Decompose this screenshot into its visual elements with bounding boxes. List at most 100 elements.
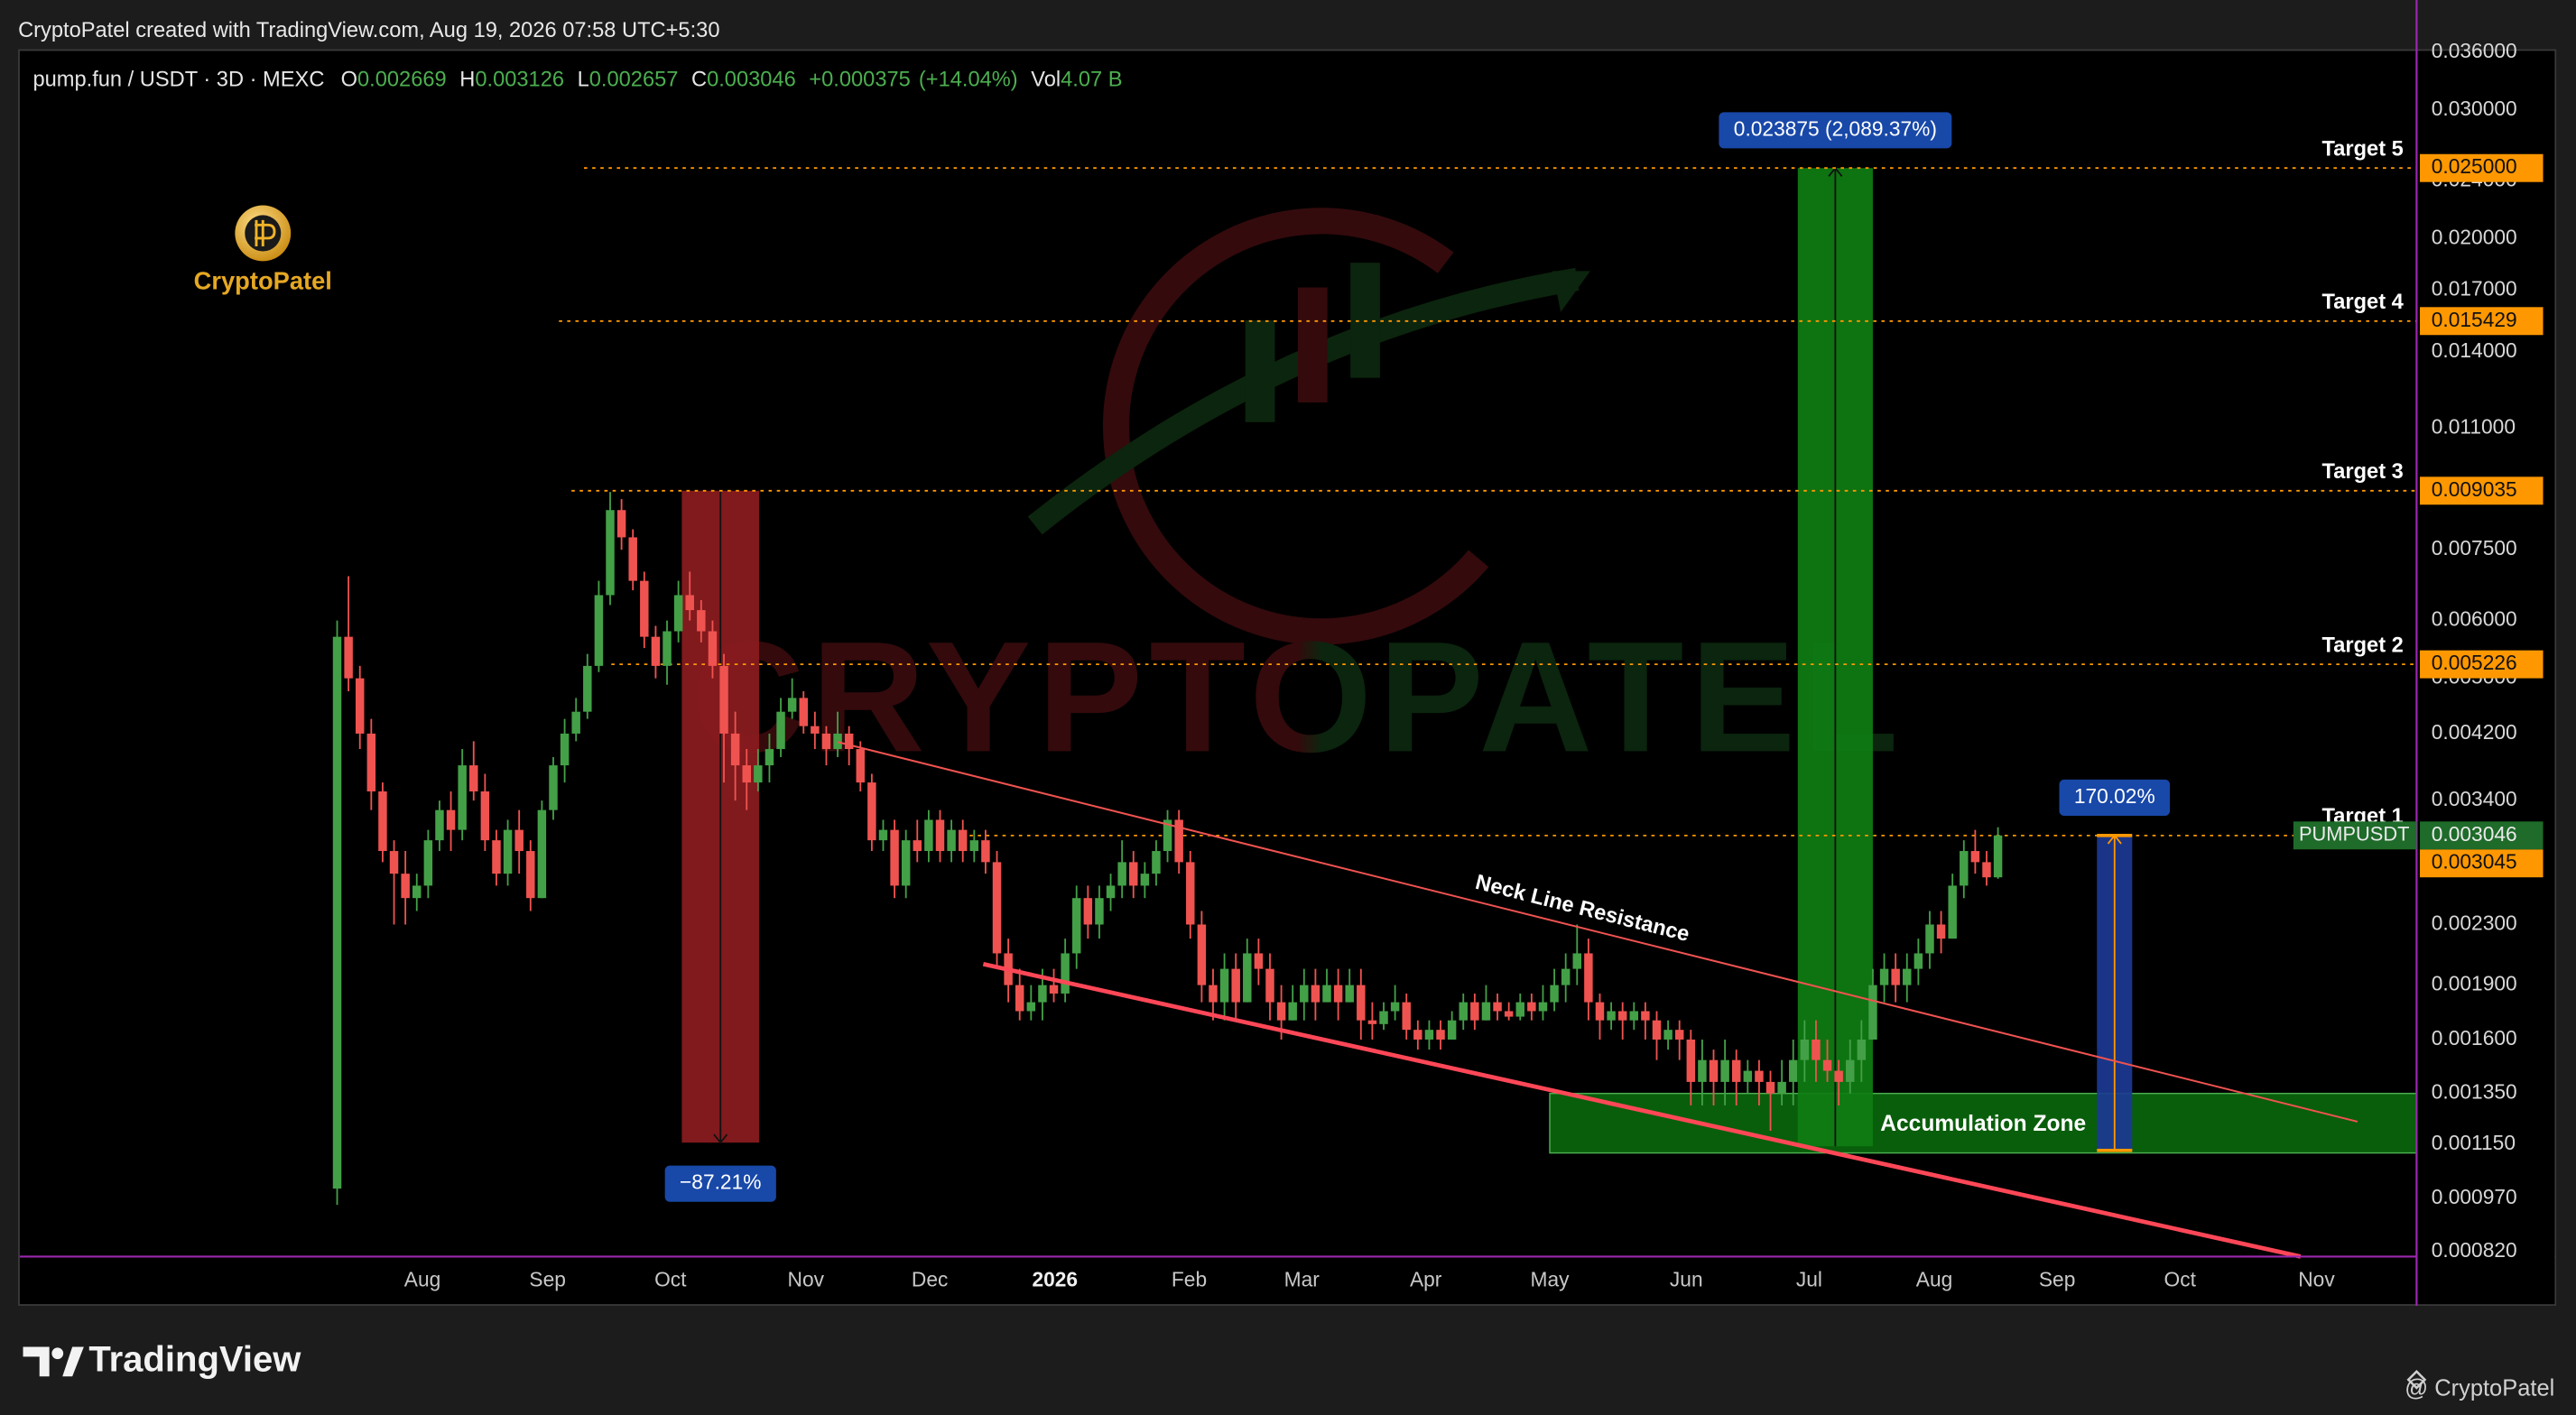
candle-body	[1960, 851, 1969, 886]
candle-body	[1265, 968, 1274, 1003]
candle-body	[1413, 1030, 1422, 1040]
legend-item: 0.002657	[589, 68, 679, 91]
legend-item: 4.07 B	[1061, 68, 1122, 91]
candle-body	[935, 819, 945, 852]
candle-body	[1163, 819, 1172, 852]
candle-body	[1174, 819, 1183, 863]
x-tick-label: Sep	[529, 1268, 565, 1291]
candle-body	[1982, 862, 1991, 878]
candle-body	[1731, 1059, 1741, 1082]
measure-label-bg	[2059, 779, 2171, 816]
candle-body	[356, 678, 365, 734]
candle-body	[1390, 1002, 1400, 1012]
candle-body	[1345, 985, 1354, 1003]
x-tick-label: 2026	[1032, 1268, 1078, 1291]
candle-body	[332, 636, 342, 1189]
author-icon	[2406, 1369, 2427, 1390]
measure-label: 0.023875 (2,089.37%)	[1734, 116, 1937, 140]
price-badge-text: 0.003046	[2432, 822, 2517, 846]
candle-body	[1459, 1002, 1468, 1021]
candle-body	[1879, 968, 1889, 985]
measure-label: 170.02%	[2074, 784, 2155, 808]
candle-body	[583, 665, 592, 712]
candle-body	[764, 749, 774, 766]
candle-body	[1424, 1030, 1434, 1040]
candle-body	[1674, 1030, 1684, 1040]
candle-body	[1948, 885, 1957, 939]
y-tick-label: 0.003400	[2432, 787, 2517, 810]
candle-body	[776, 711, 785, 750]
target-badge-text: 0.005226	[2432, 651, 2517, 674]
y-tick-label: 0.004200	[2432, 720, 2517, 744]
x-tick-label: Dec	[912, 1268, 948, 1291]
candle-body	[1812, 1039, 1821, 1060]
candle-body	[856, 749, 866, 783]
legend-item: (+14.04%)	[919, 68, 1018, 91]
candle-body	[1436, 1030, 1445, 1040]
footer-icon	[23, 1346, 50, 1377]
watermark-arc	[1103, 208, 1489, 645]
trendline	[837, 741, 2358, 1123]
candle-body	[1129, 862, 1138, 886]
candle-body	[549, 765, 558, 810]
candle-body	[1652, 1020, 1662, 1040]
x-tick-label: Nov	[2298, 1268, 2335, 1291]
candle-body	[344, 636, 353, 679]
candle-body	[1300, 985, 1309, 1003]
candle-body	[1868, 985, 1877, 1040]
target-badge-text: 0.009035	[2432, 477, 2517, 501]
x-tick-label: Nov	[788, 1268, 825, 1291]
logo: CryptoPatel	[194, 205, 332, 294]
y-tick-label: 0.011000	[2432, 415, 2516, 439]
candle-body	[1789, 1059, 1798, 1082]
y-tick-label: 0.006000	[2432, 607, 2517, 631]
candle-body	[1140, 874, 1150, 886]
candle-body	[514, 829, 524, 852]
candle-body	[1311, 985, 1320, 1003]
target-badge	[2420, 153, 2544, 182]
candle-body	[1743, 1070, 1753, 1082]
candle-body	[1629, 1011, 1639, 1021]
candle-body	[1607, 1011, 1616, 1021]
candle-body	[446, 809, 456, 830]
candle-body	[821, 733, 831, 750]
candle-body	[401, 874, 410, 899]
candle-body	[1209, 985, 1218, 1003]
logo-text: CryptoPatel	[194, 266, 332, 294]
candle-body	[697, 610, 706, 632]
candle-body	[378, 791, 387, 852]
target-badge	[2420, 476, 2544, 505]
y-tick-label: 0.017000	[2432, 277, 2517, 301]
x-tick-label: Feb	[1172, 1268, 1207, 1291]
legend-item: L	[578, 68, 589, 91]
candle-body	[366, 733, 376, 791]
candle-body	[811, 726, 820, 734]
candle-body	[1276, 1002, 1286, 1021]
target-badge	[2420, 307, 2544, 336]
x-tick-label: Mar	[1284, 1268, 1320, 1291]
candle-body	[1447, 1020, 1457, 1040]
measure-label-bg	[664, 1165, 776, 1202]
candle-body	[947, 829, 956, 852]
candle-body	[1584, 953, 1593, 1003]
legend-item: 0.002669	[357, 68, 447, 91]
x-tick-label: Sep	[2039, 1268, 2075, 1291]
candle-body	[1709, 1059, 1719, 1082]
target-label: Target 4	[2322, 291, 2405, 314]
y-tick-label: 0.001150	[2432, 1131, 2516, 1154]
candle-body	[1367, 1020, 1377, 1024]
y-tick-label: 0.007500	[2432, 536, 2517, 560]
candle-body	[981, 840, 990, 863]
candle-body	[730, 733, 740, 766]
candle-body	[1219, 968, 1229, 1003]
price-badge	[2420, 821, 2544, 850]
candle-body	[1891, 968, 1900, 985]
candle-body	[924, 819, 933, 852]
candle-body	[958, 829, 968, 852]
candle-body	[1243, 953, 1252, 1003]
candle-body	[901, 840, 911, 886]
candle-body	[571, 711, 580, 734]
price-axis: 0.0360000.0300000.0240000.0200000.017000…	[2293, 0, 2555, 1306]
price-name: PUMPUSDT	[2299, 823, 2410, 846]
candle-body	[1083, 898, 1093, 925]
